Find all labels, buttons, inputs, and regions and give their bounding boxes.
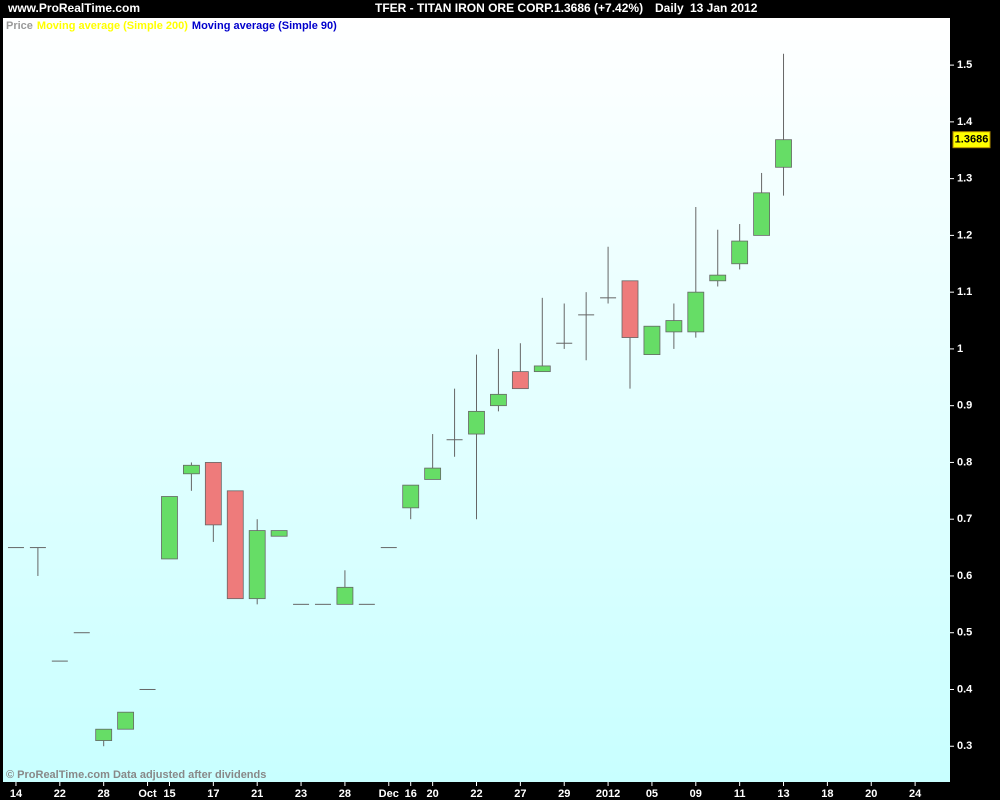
candle-body <box>29 547 46 549</box>
candle-body <box>731 240 749 265</box>
x-tick-label: 20 <box>865 788 877 800</box>
x-tick-label: 28 <box>98 788 110 800</box>
y-tick-label: 0.6 <box>957 570 972 582</box>
x-tick-label: 28 <box>339 788 351 800</box>
candle-body <box>380 547 397 549</box>
y-tick-label: 0.8 <box>957 456 972 468</box>
legend-item: Moving average (Simple 90) <box>192 20 337 32</box>
candle-body <box>51 660 68 662</box>
candle-body <box>533 365 551 373</box>
candle-body <box>314 603 331 605</box>
candle-body <box>204 462 222 526</box>
y-tick-label: 0.4 <box>957 683 973 695</box>
y-tick-label: 0.5 <box>957 627 972 639</box>
x-tick-label: 16 <box>405 788 417 800</box>
candle-body <box>556 342 573 344</box>
x-tick-label: 2012 <box>596 788 620 800</box>
x-tick-label: 24 <box>909 788 922 800</box>
x-tick-label: 29 <box>558 788 570 800</box>
candle-body <box>600 297 617 299</box>
y-tick-label: 1.5 <box>957 59 972 71</box>
x-tick-label: 15 <box>163 788 175 800</box>
candle-body <box>95 728 113 741</box>
candle-body <box>73 632 90 634</box>
candle-body <box>643 325 661 355</box>
x-tick-label: 13 <box>777 788 789 800</box>
quote: 1.3686 (+7.42%) <box>554 1 643 15</box>
x-tick-label: 05 <box>646 788 658 800</box>
x-tick-label: 23 <box>295 788 307 800</box>
candle-body <box>402 484 420 509</box>
last-price-label: 1.3686 <box>955 134 989 146</box>
candle-body <box>293 603 310 605</box>
y-tick-label: 1 <box>957 343 963 355</box>
x-tick-label: 22 <box>470 788 482 800</box>
candle-body <box>665 320 683 333</box>
candle-body <box>775 139 792 168</box>
site: www.ProRealTime.com <box>7 1 140 15</box>
candle-body <box>139 688 156 690</box>
candle-body <box>446 439 463 441</box>
candle-body <box>687 291 705 333</box>
x-tick-label: 21 <box>251 788 263 800</box>
x-tick-label: 09 <box>690 788 702 800</box>
date: 13 Jan 2012 <box>690 1 758 15</box>
period: Daily <box>655 1 684 15</box>
x-tick-label: 11 <box>734 788 746 800</box>
last-price-box <box>952 131 991 149</box>
x-tick-label: Dec <box>379 788 399 800</box>
candle-body <box>578 314 595 316</box>
candle-body <box>161 496 178 560</box>
x-tick-label: 17 <box>207 788 219 800</box>
y-tick-label: 1.1 <box>957 286 972 298</box>
candle-body <box>117 711 135 730</box>
y-tick-label: 0.3 <box>957 740 972 752</box>
x-tick-label: 18 <box>821 788 833 800</box>
y-tick-label: 0.9 <box>957 400 972 412</box>
y-tick-label: 1.4 <box>957 116 973 128</box>
y-tick-label: 1.2 <box>957 229 972 241</box>
candle-body <box>424 467 442 480</box>
candle-body <box>358 603 375 605</box>
candle-body <box>270 530 288 537</box>
candle-body <box>183 464 200 475</box>
legend-item: Moving average (Simple 200) <box>37 20 188 32</box>
candle-body <box>226 490 244 600</box>
x-tick-label: 22 <box>54 788 66 800</box>
candle-body <box>490 393 507 407</box>
candle-body <box>511 371 529 390</box>
y-tick-label: 1.3 <box>957 173 972 185</box>
ticker: TFER - TITAN IRON ORE CORP. <box>375 1 554 15</box>
candle-body <box>753 192 770 236</box>
x-tick-label: Oct <box>138 788 157 800</box>
candle-body <box>7 547 24 549</box>
candle-body <box>621 280 639 338</box>
x-tick-label: 20 <box>427 788 439 800</box>
candle-body <box>336 586 354 605</box>
footer: © ProRealTime.com Data adjusted after di… <box>6 769 266 781</box>
x-tick-label: 14 <box>10 788 23 800</box>
candle-body <box>709 274 727 282</box>
legend-item: Price <box>6 20 33 32</box>
y-tick-label: 0.7 <box>957 513 972 525</box>
x-tick-label: 27 <box>514 788 526 800</box>
candle-body <box>468 410 485 435</box>
candle-body <box>248 530 266 600</box>
